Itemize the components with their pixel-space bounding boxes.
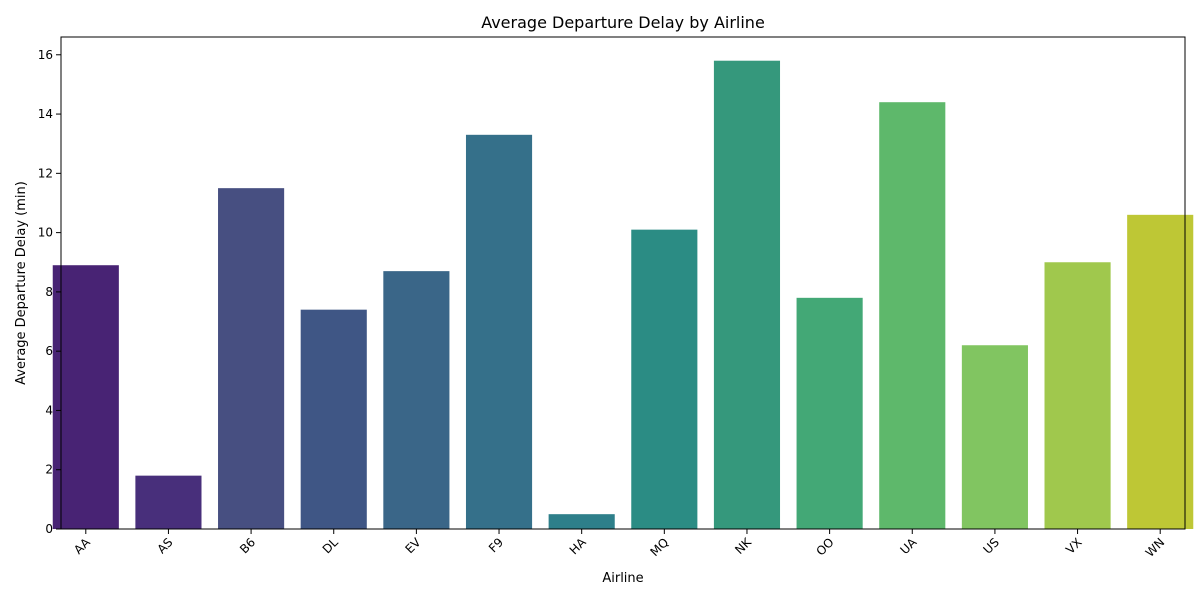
- x-tick-label: HA: [567, 535, 590, 558]
- x-tick-label: VX: [1063, 535, 1085, 557]
- y-tick-label: 6: [45, 344, 53, 358]
- bar-mq: [631, 229, 698, 529]
- x-tick-label: OO: [813, 535, 836, 558]
- y-tick-label: 16: [38, 48, 53, 62]
- y-tick-label: 0: [45, 522, 53, 536]
- x-tick-label: AA: [71, 535, 93, 557]
- bars-group: [52, 60, 1194, 530]
- y-tick-label: 2: [45, 463, 53, 477]
- x-tick-label: US: [981, 535, 1003, 557]
- x-axis: AA AS B6 DL EV F9 HA MQ NK OO UA US VX WN: [71, 529, 1167, 560]
- x-tick-label: AS: [154, 535, 175, 556]
- bar-f9: [465, 134, 533, 529]
- y-axis: 0 2 4 6 8 10 12 14 16: [38, 48, 61, 536]
- x-tick-label: MQ: [648, 535, 672, 559]
- bar-as: [135, 475, 202, 529]
- x-tick-label: DL: [320, 535, 341, 556]
- bar-b6: [218, 188, 285, 529]
- x-tick-label: B6: [237, 535, 258, 556]
- y-tick-label: 8: [45, 285, 53, 299]
- y-tick-label: 14: [38, 107, 53, 121]
- bar-dl: [300, 309, 367, 529]
- x-tick-label: EV: [402, 535, 424, 557]
- bar-ev: [383, 271, 450, 529]
- plot-frame: [60, 36, 1186, 530]
- bar-nk: [713, 60, 781, 530]
- x-axis-label: Airline: [602, 571, 643, 586]
- y-tick-label: 10: [38, 226, 53, 240]
- x-tick-label: F9: [486, 535, 506, 555]
- y-axis-label: Average Departure Delay (min): [14, 181, 29, 385]
- x-tick-label: WN: [1143, 535, 1168, 560]
- bar-ha: [548, 514, 615, 529]
- x-tick-label: NK: [732, 534, 755, 557]
- bar-wn: [1127, 214, 1194, 529]
- bar-aa: [52, 265, 119, 529]
- bar-vx: [1044, 262, 1111, 529]
- chart-title: Average Departure Delay by Airline: [481, 13, 765, 32]
- y-tick-label: 12: [38, 166, 53, 180]
- bar-us: [961, 345, 1028, 529]
- x-tick-label: UA: [897, 535, 919, 557]
- y-tick-label: 4: [45, 403, 53, 417]
- bar-oo: [796, 297, 863, 529]
- bar-ua: [879, 102, 946, 529]
